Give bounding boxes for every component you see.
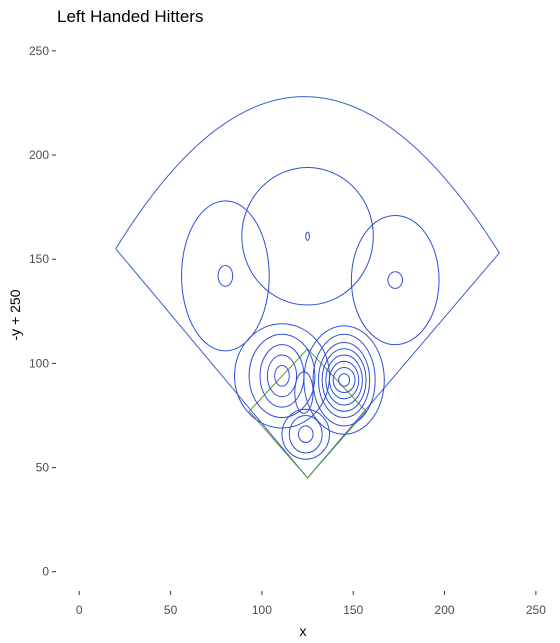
density-contour (181, 200, 270, 352)
y-tick-label: 200 (29, 148, 49, 162)
y-tick-label: 150 (29, 252, 49, 266)
density-contour (281, 408, 330, 460)
x-tick-label: 100 (252, 603, 272, 617)
density-contour (318, 342, 371, 419)
density-contour (288, 414, 323, 454)
left-foul-line (115, 248, 308, 479)
density-contour (274, 364, 290, 387)
density-contour (248, 333, 316, 419)
density-contour (266, 354, 298, 398)
y-tick-label: 50 (36, 461, 50, 475)
density-contour (312, 333, 376, 427)
density-contour (338, 373, 351, 387)
density-contour (350, 214, 440, 346)
density-contour (297, 425, 314, 444)
x-tick-label: 250 (526, 603, 546, 617)
density-contour (332, 367, 356, 394)
x-tick-label: 200 (435, 603, 455, 617)
density-contour (325, 354, 363, 406)
density-contour (294, 371, 314, 414)
density-region (241, 167, 374, 306)
y-tick-label: 0 (42, 565, 49, 579)
y-axis-title: -y + 250 (7, 289, 23, 340)
chart-title: Left Handed Hitters (57, 7, 203, 26)
x-tick-label: 0 (76, 603, 83, 617)
y-axis: 0 50 100 150 200 250 (29, 44, 56, 579)
density-contour (328, 360, 360, 400)
density-contour (241, 167, 374, 306)
density-contour (387, 271, 404, 289)
x-tick-label: 150 (343, 603, 363, 617)
x-axis: 0 50 100 150 200 250 (76, 591, 546, 617)
y-tick-label: 250 (29, 44, 49, 58)
outfield-fence (115, 96, 500, 254)
density-contour (217, 264, 234, 287)
right-foul-line (307, 252, 500, 479)
density-region (281, 408, 330, 460)
plot-area (115, 96, 500, 479)
density-region (294, 371, 314, 414)
x-axis-title: x (300, 623, 307, 639)
density-region (303, 325, 385, 435)
density-contour (305, 231, 310, 241)
y-tick-label: 100 (29, 356, 49, 370)
density-contour (303, 325, 385, 435)
density-contour (321, 348, 367, 412)
density-region (350, 214, 440, 346)
x-tick-label: 50 (164, 603, 178, 617)
density-region (181, 200, 270, 352)
